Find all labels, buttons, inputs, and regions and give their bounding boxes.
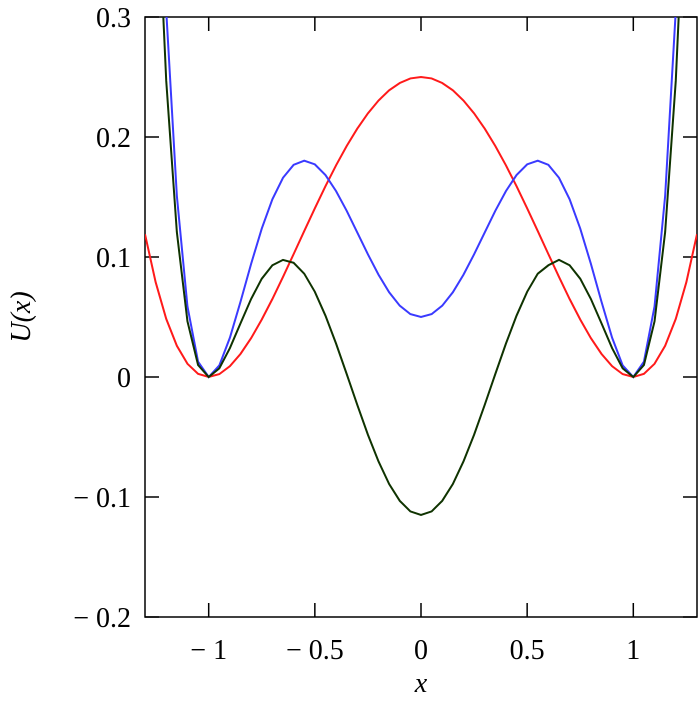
y-axis-label: U(x) (6, 291, 37, 342)
x-tick-label: 0.5 (510, 635, 545, 666)
series-line (145, 75, 697, 379)
x-tick-label: 0 (414, 635, 428, 666)
y-tick-label: − 0.2 (73, 603, 131, 634)
y-tick-label: 0.1 (96, 243, 131, 274)
x-axis-label: x (414, 668, 428, 699)
series-line (162, 17, 680, 517)
y-tick-label: 0.3 (96, 3, 131, 34)
y-tick-label: 0.2 (96, 123, 131, 154)
x-tick-label: 1 (626, 635, 640, 666)
y-tick-label: 0 (117, 363, 131, 394)
series-line (165, 17, 677, 379)
y-tick-label: − 0.1 (73, 483, 131, 514)
x-tick-label: − 0.5 (286, 635, 344, 666)
x-tick-label: − 1 (190, 635, 227, 666)
